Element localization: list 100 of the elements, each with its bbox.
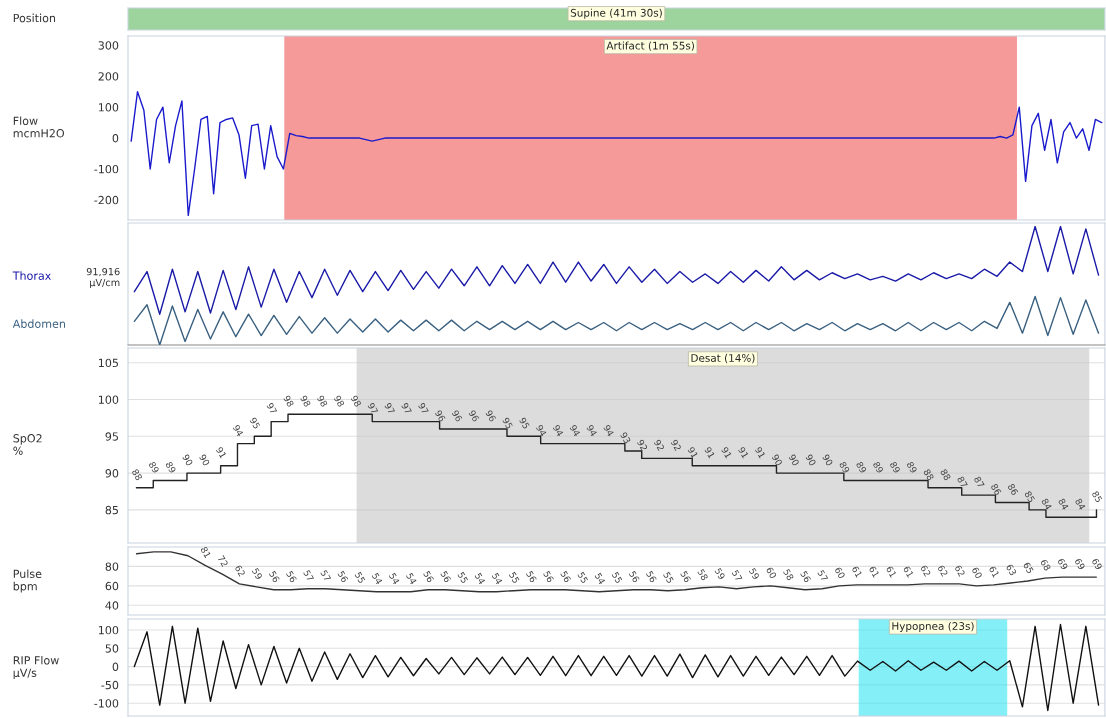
data-label: 94 (586, 424, 598, 437)
data-label: 60 (834, 566, 846, 579)
data-label: 94 (552, 424, 564, 437)
data-label: 54 (405, 572, 417, 585)
data-label: 88 (940, 468, 952, 481)
y-tick-label: 100 (98, 625, 119, 635)
data-label: 91 (754, 446, 766, 459)
text: Position (13, 13, 56, 23)
y-tick-label: 100 (98, 103, 119, 112)
data-label: 56 (800, 570, 812, 583)
data-label: 95 (249, 417, 261, 430)
data-label: 58 (783, 568, 795, 581)
data-label: 61 (902, 565, 914, 578)
annotation: Hypopnea (23s) (892, 621, 974, 632)
data-label: 54 (594, 572, 606, 585)
y-tick-label: -100 (94, 164, 119, 174)
data-label: 91 (721, 446, 733, 459)
data-label: 61 (868, 565, 880, 578)
y-tick-label: 80 (105, 562, 119, 571)
data-label: 89 (165, 461, 177, 474)
data-label: 54 (371, 572, 383, 585)
data-label: 57 (817, 569, 829, 582)
y-tick-label: 300 (98, 41, 119, 50)
data-label: 84 (1041, 497, 1053, 511)
data-label: 60 (765, 566, 777, 579)
data-label: 55 (663, 571, 674, 584)
data-label: 89 (148, 461, 160, 474)
data-label: 89 (838, 461, 851, 474)
data-label: 86 (990, 483, 1002, 496)
data-label: 93 (620, 431, 632, 444)
data-label: 90 (788, 453, 800, 467)
data-label: 54 (474, 572, 486, 585)
y-tick-label: 105 (98, 358, 118, 368)
data-label: 90 (822, 453, 834, 467)
data-label: 84 (1057, 497, 1070, 511)
y-axis-title: SpO2 % (13, 434, 42, 455)
data-label: 87 (973, 475, 985, 489)
annotation: Desat (14%) (691, 353, 755, 364)
data-label: 89 (906, 461, 918, 474)
data-label: 55 (611, 571, 623, 584)
data-label: 68 (1040, 558, 1052, 572)
y-axis-title: Flow mcmH2O (13, 116, 65, 138)
data-label: 56 (268, 570, 280, 583)
data-label: 92 (653, 439, 665, 452)
data-label: 57 (320, 569, 332, 582)
line-series (133, 623, 1100, 712)
data-label: 89 (872, 461, 884, 474)
data-label: 57 (303, 569, 314, 582)
data-label: 91 (737, 446, 749, 459)
data-label: 89 (855, 461, 867, 474)
data-label: 90 (198, 453, 211, 467)
data-label: 90 (182, 453, 194, 467)
data-label: 96 (468, 409, 480, 423)
data-label: 84 (1074, 497, 1086, 511)
data-label: 85 (1091, 490, 1103, 503)
data-label: 94 (569, 424, 581, 437)
data-label: 56 (286, 570, 298, 583)
data-label: 90 (771, 453, 783, 467)
data-label: 55 (457, 571, 469, 584)
data-label: 96 (485, 409, 497, 423)
data-label: 92 (670, 439, 682, 452)
data-label: 62 (234, 564, 246, 577)
data-label: 69 (1091, 557, 1103, 571)
data-label: 94 (535, 424, 547, 437)
data-label: 56 (680, 570, 692, 583)
data-label: 65 (1022, 561, 1034, 574)
data-label: 94 (603, 424, 615, 437)
text: Thorax (12, 271, 51, 280)
data-label: 55 (508, 571, 520, 584)
data-label: 91 (687, 446, 699, 459)
data-label: 59 (748, 567, 760, 580)
data-label: 60 (971, 566, 983, 579)
data-label: 69 (1074, 557, 1086, 571)
data-label: 56 (440, 570, 452, 583)
y-tick-label: 0 (112, 662, 119, 671)
data-label: 61 (885, 565, 897, 578)
data-label: 87 (956, 475, 968, 489)
data-label: 56 (543, 570, 555, 583)
data-label: 98 (333, 394, 345, 408)
data-label: 56 (423, 570, 435, 583)
data-label: 98 (316, 394, 328, 408)
data-label: 88 (923, 468, 935, 481)
data-label: 62 (937, 564, 949, 577)
data-label: 57 (731, 569, 743, 582)
data-label: 91 (704, 446, 716, 459)
data-label: 95 (518, 417, 530, 430)
y-tick-label: -200 (94, 195, 119, 205)
y-tick-label: 50 (105, 644, 119, 653)
data-label: 55 (354, 571, 366, 584)
y-axis-title: RIP Flow µV/s (13, 655, 59, 680)
data-label: 97 (384, 402, 396, 415)
data-label: 97 (367, 402, 379, 415)
y-tick-label: 40 (105, 601, 119, 610)
data-label: 85 (1024, 490, 1036, 503)
data-label: 86 (1007, 483, 1019, 496)
data-label: 98 (350, 394, 362, 408)
annotation: Artifact (1m 55s) (606, 41, 694, 51)
data-label: 56 (645, 570, 657, 583)
data-label: 54 (388, 572, 400, 585)
text: Abdomen (12, 319, 65, 328)
